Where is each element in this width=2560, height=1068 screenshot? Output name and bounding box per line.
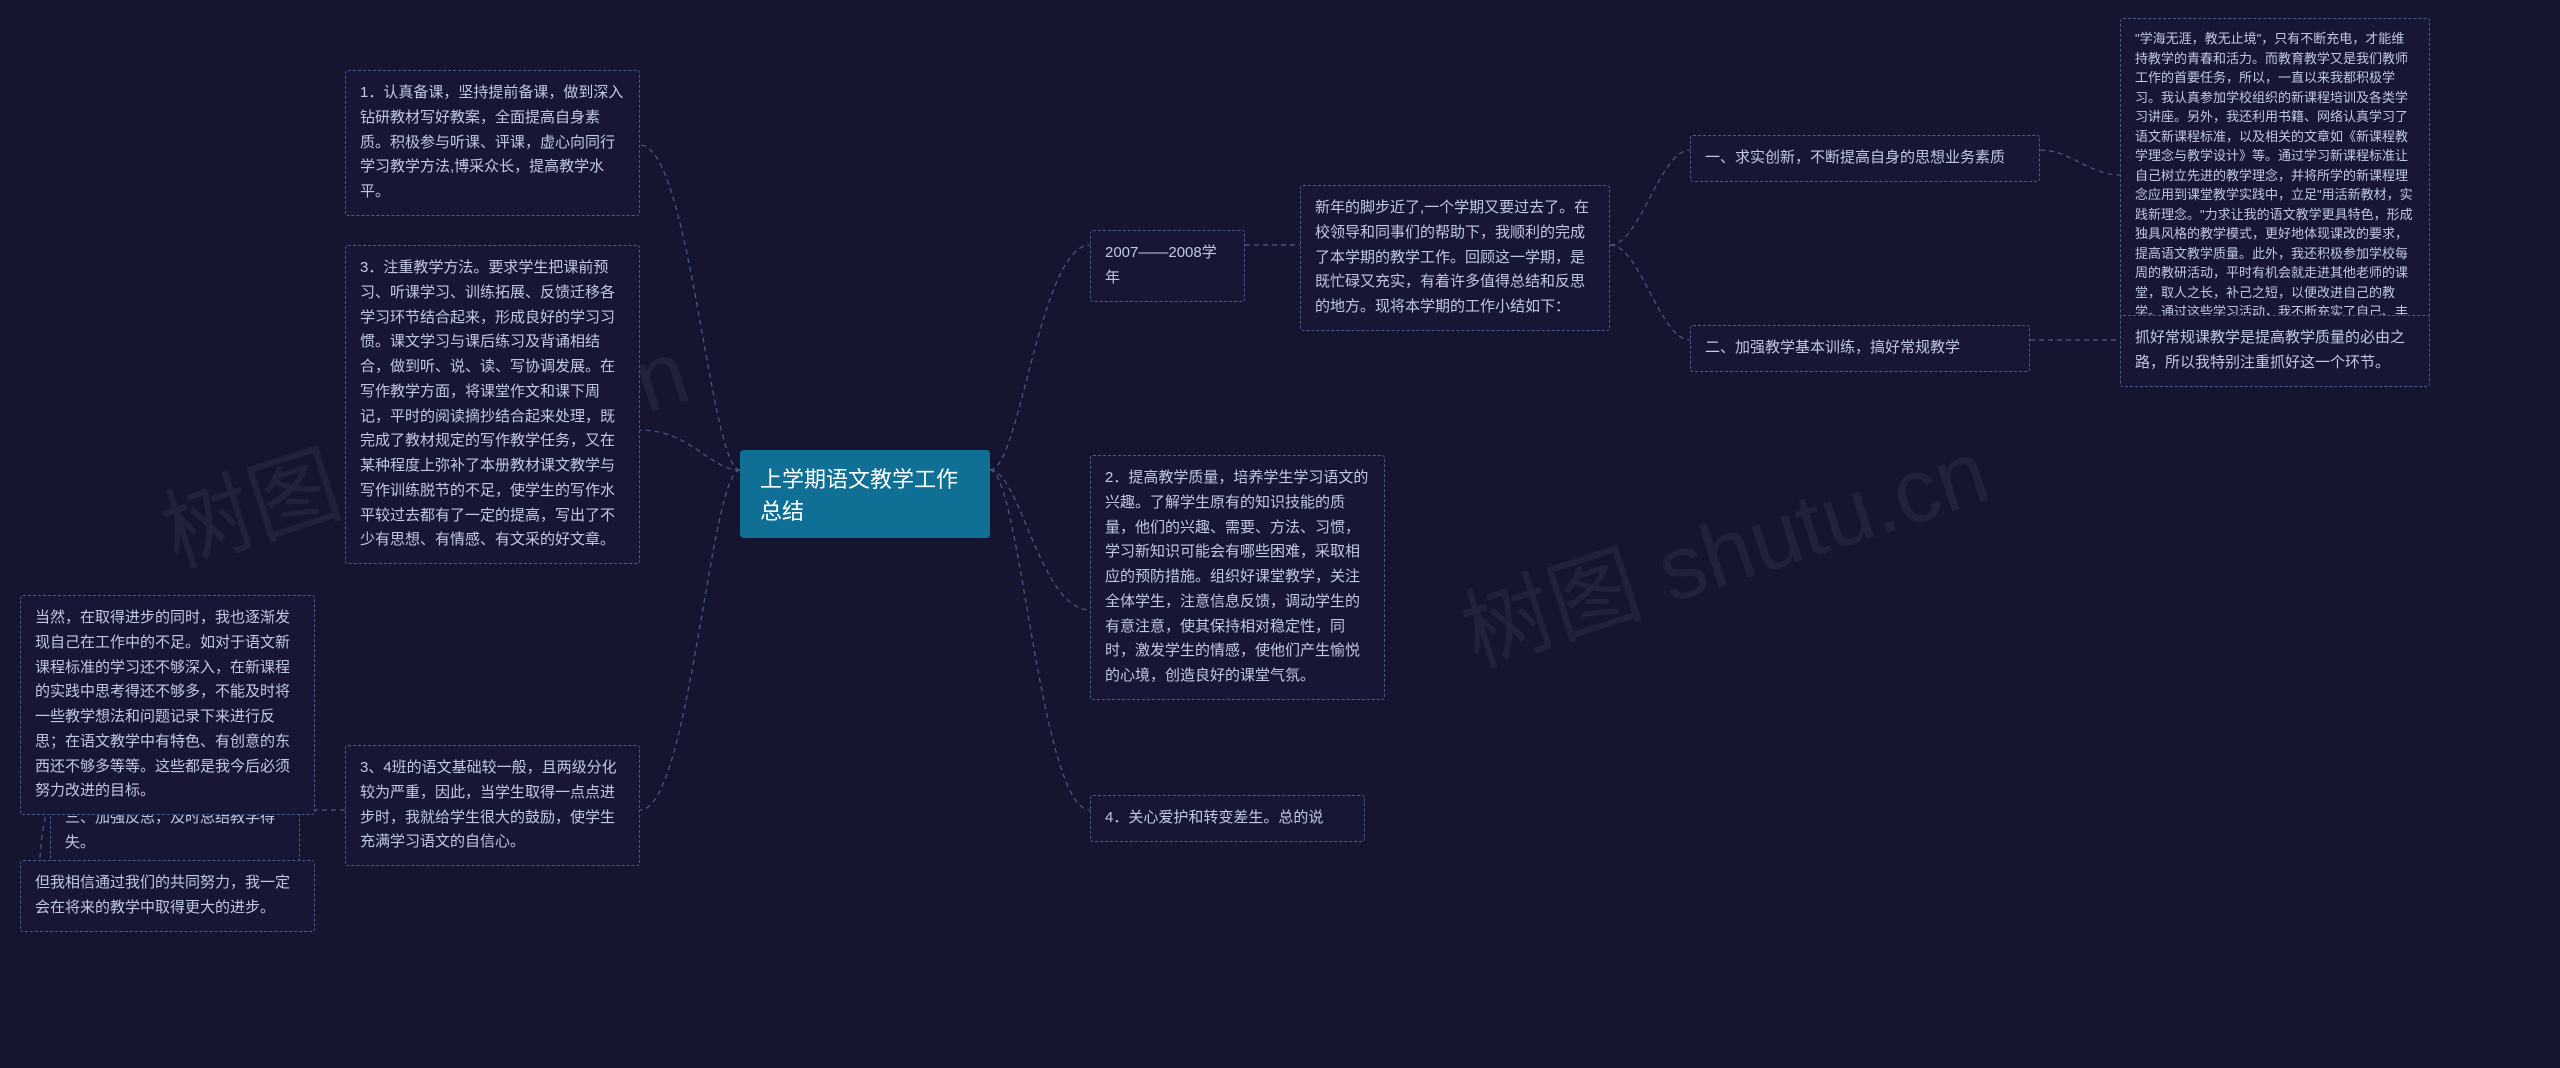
node-section-2: 二、加强教学基本训练，搞好常规教学 — [1690, 325, 2030, 372]
node-year: 2007——2008学年 — [1090, 230, 1245, 302]
node-left-34: 3、4班的语文基础较一般，且两级分化较为严重，因此，当学生取得一点点进步时，我就… — [345, 745, 640, 866]
node-right-4: 4．关心爱护和转变差生。总的说 — [1090, 795, 1365, 842]
node-left-1: 1．认真备课，坚持提前备课，做到深入钻研教材写好教案，全面提高自身素质。积极参与… — [345, 70, 640, 216]
node-sec3-child-a: 当然，在取得进步的同时，我也逐渐发现自己在工作中的不足。如对于语文新课程标准的学… — [20, 595, 315, 815]
node-sec3-child-b: 但我相信通过我们的共同努力，我一定会在将来的教学中取得更大的进步。 — [20, 860, 315, 932]
watermark: 树图 shutu.cn — [1443, 399, 2002, 691]
node-year-intro: 新年的脚步近了,一个学期又要过去了。在校领导和同事们的帮助下，我顺利的完成了本学… — [1300, 185, 1610, 331]
node-left-3: 3．注重教学方法。要求学生把课前预习、听课学习、训练拓展、反馈迁移各学习环节结合… — [345, 245, 640, 564]
node-section-1: 一、求实创新，不断提高自身的思想业务素质 — [1690, 135, 2040, 182]
node-right-2: 2．提高教学质量，培养学生学习语文的兴趣。了解学生原有的知识技能的质量，他们的兴… — [1090, 455, 1385, 700]
node-sec2-child: 抓好常规课教学是提高教学质量的必由之路，所以我特别注重抓好这一个环节。 — [2120, 315, 2430, 387]
center-node: 上学期语文教学工作总结 — [740, 450, 990, 538]
